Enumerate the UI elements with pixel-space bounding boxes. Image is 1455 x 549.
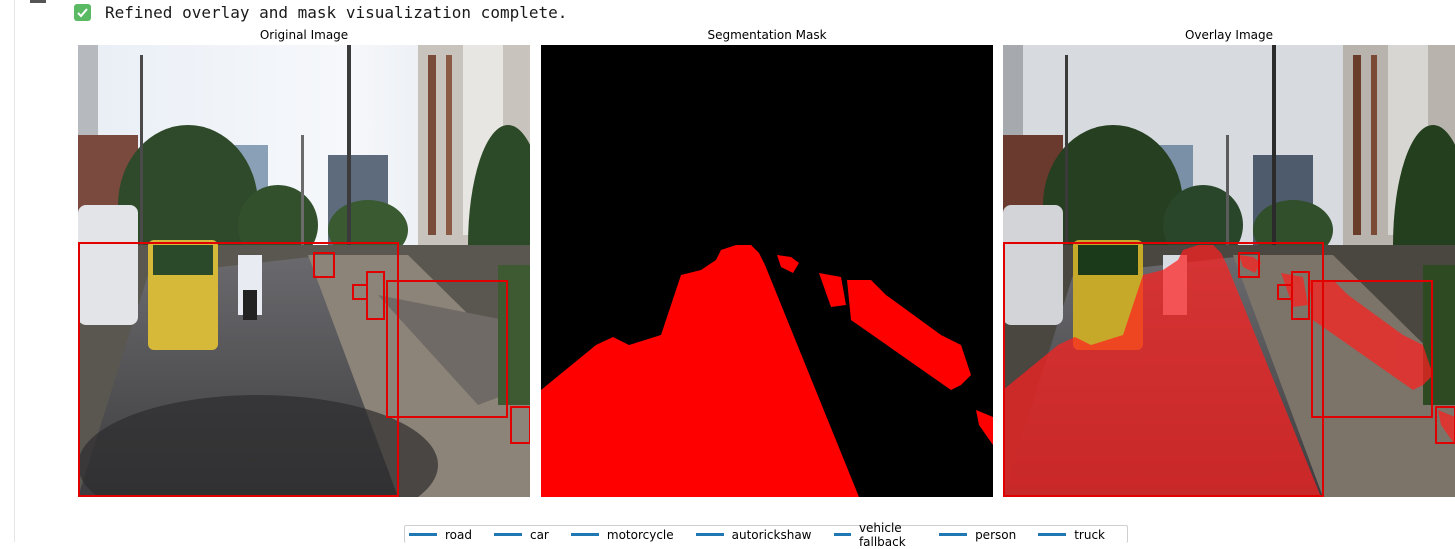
gutter-divider <box>14 0 15 542</box>
legend-label: road <box>445 527 472 542</box>
collapse-output-button[interactable] <box>30 0 46 3</box>
legend-label: vehicle fallback <box>858 520 906 549</box>
legend-item-road: road <box>409 528 472 542</box>
legend-label: motorcycle <box>606 527 674 542</box>
check-icon <box>74 3 91 21</box>
legend-line-icon <box>493 533 522 536</box>
legend-label: autorickshaw <box>731 527 812 542</box>
legend-item-autorickshaw: autorickshaw <box>695 527 812 542</box>
original-image <box>78 45 530 497</box>
legend-item-vehicle-fallback: vehicle fallback <box>833 520 918 549</box>
panel-title-original: Original Image <box>259 28 349 42</box>
legend-line-icon <box>695 533 724 536</box>
output-status: Refined overlay and mask visualization c… <box>74 1 567 23</box>
legend-line-icon <box>409 533 437 536</box>
legend-item-truck: truck <box>1038 528 1105 542</box>
cell-gutter <box>0 0 14 542</box>
legend-label: person <box>975 527 1017 542</box>
legend: road car motorcycle autorickshaw vehicle… <box>404 521 1128 549</box>
legend-line-icon <box>939 533 968 536</box>
legend-item-car: car <box>493 527 549 542</box>
status-message: Refined overlay and mask visualization c… <box>105 2 568 22</box>
legend-line-icon <box>570 533 599 536</box>
legend-item-person: person <box>939 528 1016 542</box>
legend-line-icon <box>833 533 851 536</box>
legend-item-motorcycle: motorcycle <box>570 527 674 542</box>
overlay-image <box>1003 45 1455 497</box>
legend-label: truck <box>1074 527 1105 542</box>
panel-title-mask: Segmentation Mask <box>707 28 827 42</box>
panel-title-overlay: Overlay Image <box>1184 28 1274 42</box>
segmentation-mask <box>541 45 993 497</box>
legend-label: car <box>529 527 549 542</box>
legend-line-icon <box>1038 533 1067 536</box>
